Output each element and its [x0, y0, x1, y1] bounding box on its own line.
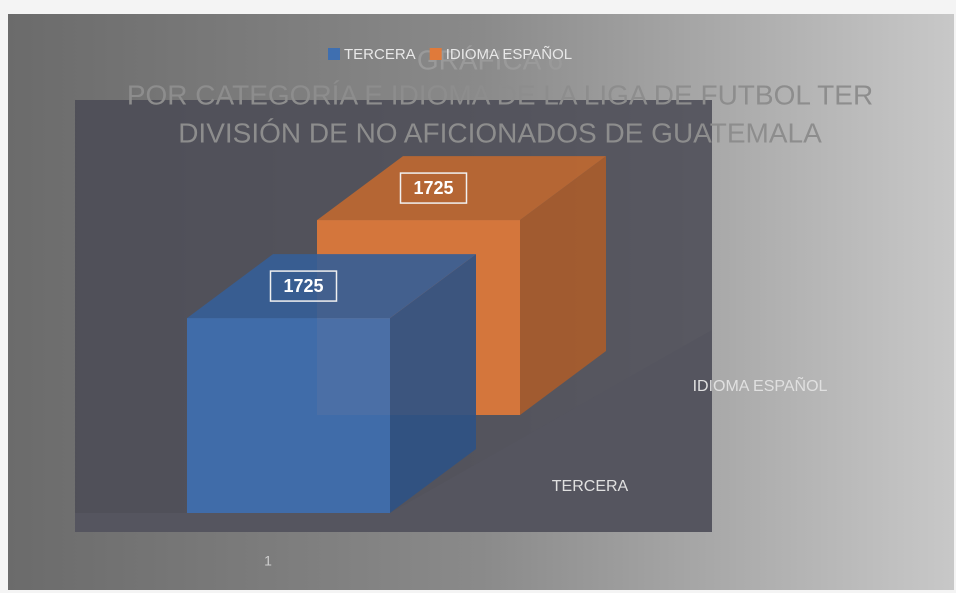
data-label: 1725 [283, 276, 323, 296]
chart-subtitle: DIVISIÓN DE NO AFICIONADOS DE GUATEMALA [178, 117, 822, 148]
legend-label: IDIOMA ESPAÑOL [446, 46, 572, 63]
x-tick-label: 1 [264, 553, 272, 569]
bar-top [187, 254, 476, 319]
data-label: 1725 [413, 178, 453, 198]
data-label-box [399, 172, 468, 204]
legend-swatch [429, 48, 442, 60]
floor [75, 330, 712, 532]
depth-axis-label: TERCERA [552, 478, 629, 495]
bar [187, 318, 390, 513]
legend-swatch [328, 48, 340, 60]
depth-axis-label: IDIOMA ESPAÑOL [693, 375, 828, 395]
bar-side [520, 156, 606, 415]
bar-top [317, 156, 606, 221]
bar-side [390, 254, 476, 513]
data-label-box [269, 270, 338, 302]
chart-subtitle: POR CATEGORÍA E IDIOMA DE LA LIGA DE FUT… [127, 79, 873, 110]
legend-label: TERCERA [344, 46, 416, 63]
